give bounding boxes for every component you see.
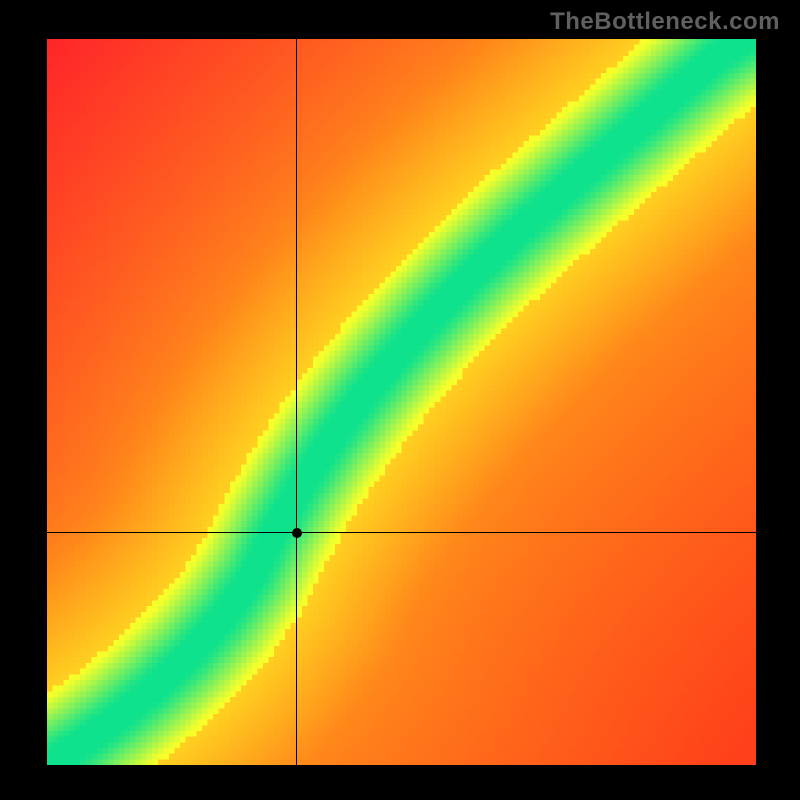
heatmap-canvas xyxy=(47,39,756,765)
crosshair-marker xyxy=(292,528,302,538)
crosshair-vertical xyxy=(296,39,297,765)
bottleneck-heatmap xyxy=(47,39,756,765)
watermark-label: TheBottleneck.com xyxy=(550,8,780,36)
chart-frame: TheBottleneck.com xyxy=(0,0,800,800)
crosshair-horizontal xyxy=(47,532,756,533)
